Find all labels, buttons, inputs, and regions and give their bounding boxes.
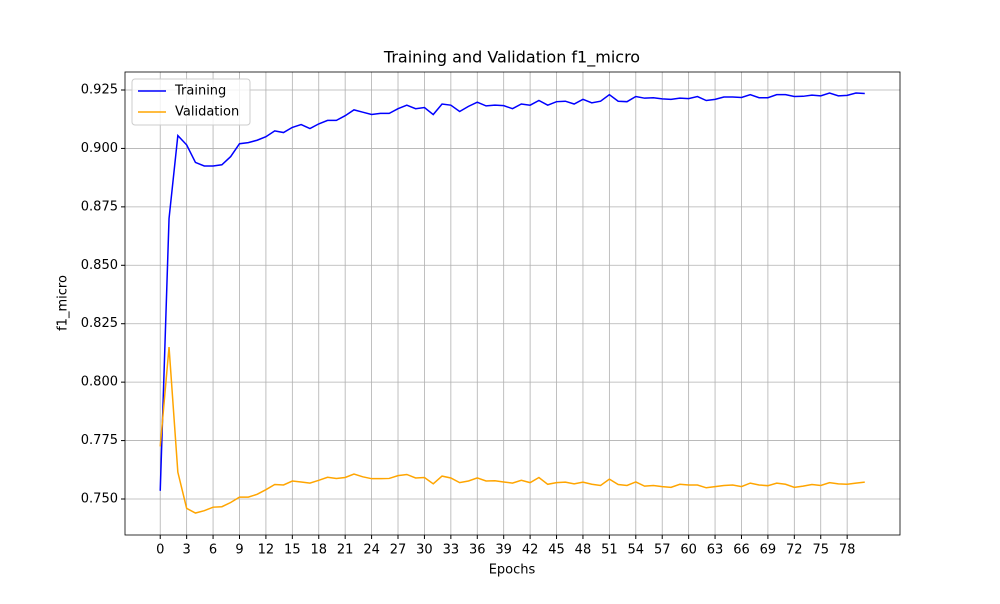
x-tick-label: 78 <box>839 543 856 558</box>
x-tick-label: 51 <box>601 543 618 558</box>
x-tick-label: 0 <box>156 543 164 558</box>
x-tick-label: 30 <box>416 543 433 558</box>
chart-title: Training and Validation f1_micro <box>383 48 640 68</box>
plot-frame <box>124 71 901 536</box>
y-tick-label: 0.800 <box>81 375 118 390</box>
x-tick-label: 42 <box>522 543 539 558</box>
x-tick-label: 36 <box>469 543 486 558</box>
x-tick-label: 72 <box>786 543 803 558</box>
x-tick-label: 24 <box>363 543 380 558</box>
x-tick-label: 18 <box>310 543 327 558</box>
y-tick-label: 0.775 <box>81 433 118 448</box>
line-series <box>159 92 865 491</box>
y-tick-label: 0.925 <box>81 82 118 97</box>
legend-label: Training <box>174 84 226 99</box>
x-axis-label: Epochs <box>489 563 536 578</box>
x-tick-label: 15 <box>284 543 301 558</box>
line-series <box>159 347 865 514</box>
x-tick-label: 60 <box>680 543 697 558</box>
x-tick-label: 21 <box>337 543 354 558</box>
x-tick-label: 57 <box>654 543 671 558</box>
y-tick-label: 0.825 <box>81 316 118 331</box>
x-tick-label: 27 <box>390 543 407 558</box>
x-tick-label: 33 <box>443 543 460 558</box>
x-tick-label: 66 <box>733 543 750 558</box>
y-axis-label: f1_micro <box>56 275 71 331</box>
y-tick-label: 0.900 <box>81 141 118 156</box>
x-tick-label: 69 <box>760 543 777 558</box>
legend-label: Validation <box>175 105 239 120</box>
x-tick-label: 75 <box>812 543 829 558</box>
y-tick-label: 0.750 <box>81 492 118 507</box>
x-tick-label: 54 <box>628 543 645 558</box>
x-tick-label: 3 <box>183 543 191 558</box>
x-tick-label: 6 <box>209 543 217 558</box>
y-tick-label: 0.850 <box>81 258 118 273</box>
x-tick-label: 39 <box>495 543 512 558</box>
x-tick-label: 48 <box>575 543 592 558</box>
x-tick-label: 63 <box>707 543 724 558</box>
x-tick-label: 12 <box>258 543 275 558</box>
x-tick-label: 9 <box>235 543 243 558</box>
x-tick-label: 45 <box>548 543 565 558</box>
y-tick-label: 0.875 <box>81 199 118 214</box>
